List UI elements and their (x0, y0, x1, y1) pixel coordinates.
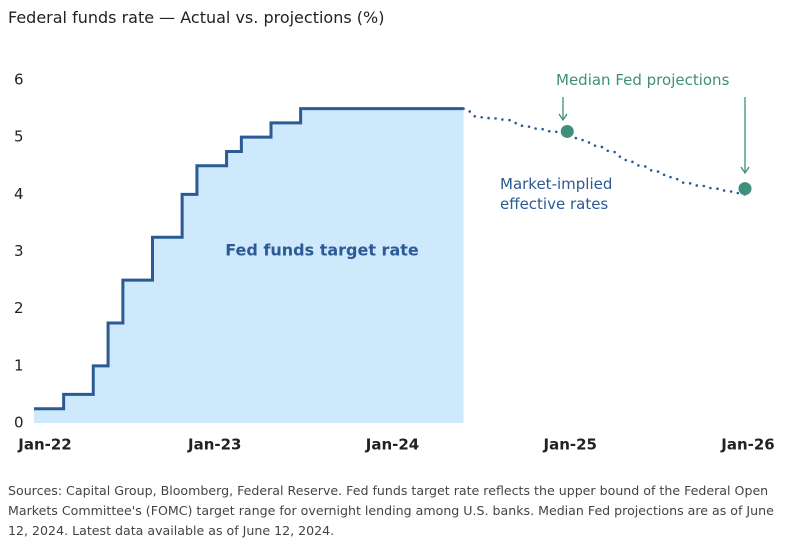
x-tick-label: Jan-22 (17, 436, 71, 454)
y-tick-label: 3 (14, 242, 24, 260)
projection-point (560, 124, 574, 138)
area-fill (34, 108, 464, 423)
x-tick-label: Jan-26 (720, 436, 774, 454)
y-tick-label: 4 (14, 185, 24, 203)
x-tick-label: Jan-24 (365, 436, 419, 454)
area-label: Fed funds target rate (225, 241, 419, 260)
chart: 0 1 2 3 4 5 6 Jan-22 Jan-23 Jan-24 Jan-25 Jan-26 Fed… (14, 71, 775, 454)
step-line (34, 107, 464, 411)
chart-title: Federal funds rate — Actual vs. projecti… (8, 8, 385, 27)
source-note: Sources: Capital Group, Bloomberg, Feder… (8, 483, 774, 538)
y-tick-label: 5 (14, 128, 24, 146)
y-tick-label: 1 (14, 356, 24, 374)
x-tick-label: Jan-25 (543, 436, 597, 454)
arrow-head (740, 166, 750, 175)
projection-point (738, 182, 752, 196)
dotted-line (462, 107, 747, 196)
x-tick-label: Jan-23 (187, 436, 241, 454)
y-tick-label: 0 (14, 414, 24, 432)
annotation: Median Fed projections (556, 71, 730, 89)
annotation: Market-implied effective rates (500, 175, 613, 213)
y-tick-label: 2 (14, 299, 24, 317)
arrow-head (558, 113, 568, 122)
y-tick-label: 6 (14, 71, 24, 89)
